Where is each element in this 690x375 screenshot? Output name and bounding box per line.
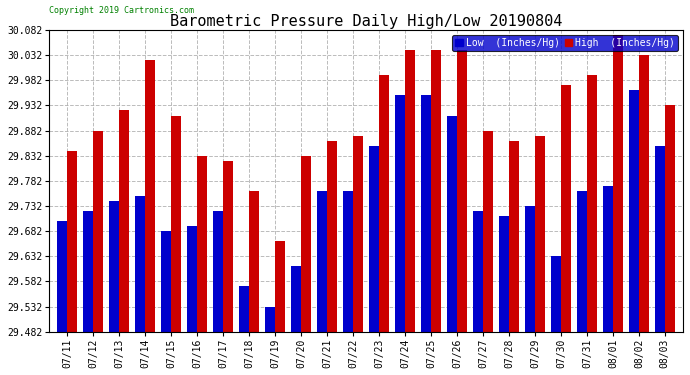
Bar: [161, 231, 171, 332]
Bar: [535, 136, 545, 332]
Bar: [613, 35, 623, 332]
Bar: [655, 146, 665, 332]
Bar: [213, 211, 223, 332]
Bar: [171, 116, 181, 332]
Bar: [223, 161, 233, 332]
Bar: [473, 211, 483, 332]
Bar: [457, 50, 467, 332]
Bar: [83, 211, 93, 332]
Bar: [291, 266, 301, 332]
Bar: [317, 191, 327, 332]
Bar: [327, 141, 337, 332]
Bar: [405, 50, 415, 332]
Legend: Low  (Inches/Hg), High  (Inches/Hg): Low (Inches/Hg), High (Inches/Hg): [452, 35, 678, 51]
Bar: [665, 105, 675, 332]
Bar: [629, 90, 639, 332]
Bar: [379, 75, 389, 332]
Bar: [525, 206, 535, 332]
Bar: [353, 136, 363, 332]
Bar: [431, 50, 441, 332]
Bar: [265, 307, 275, 332]
Bar: [561, 86, 571, 332]
Bar: [249, 191, 259, 332]
Bar: [483, 130, 493, 332]
Bar: [110, 201, 119, 332]
Bar: [68, 151, 77, 332]
Bar: [275, 241, 285, 332]
Bar: [239, 286, 249, 332]
Bar: [119, 111, 129, 332]
Bar: [577, 191, 587, 332]
Bar: [93, 130, 104, 332]
Bar: [343, 191, 353, 332]
Bar: [509, 141, 519, 332]
Bar: [603, 186, 613, 332]
Bar: [197, 156, 207, 332]
Bar: [395, 95, 405, 332]
Bar: [146, 60, 155, 332]
Bar: [188, 226, 197, 332]
Bar: [301, 156, 311, 332]
Bar: [421, 95, 431, 332]
Bar: [499, 216, 509, 332]
Text: Copyright 2019 Cartronics.com: Copyright 2019 Cartronics.com: [49, 6, 194, 15]
Bar: [57, 221, 68, 332]
Bar: [639, 55, 649, 332]
Title: Barometric Pressure Daily High/Low 20190804: Barometric Pressure Daily High/Low 20190…: [170, 14, 562, 29]
Bar: [447, 116, 457, 332]
Bar: [551, 256, 561, 332]
Bar: [369, 146, 379, 332]
Bar: [135, 196, 146, 332]
Bar: [587, 75, 597, 332]
